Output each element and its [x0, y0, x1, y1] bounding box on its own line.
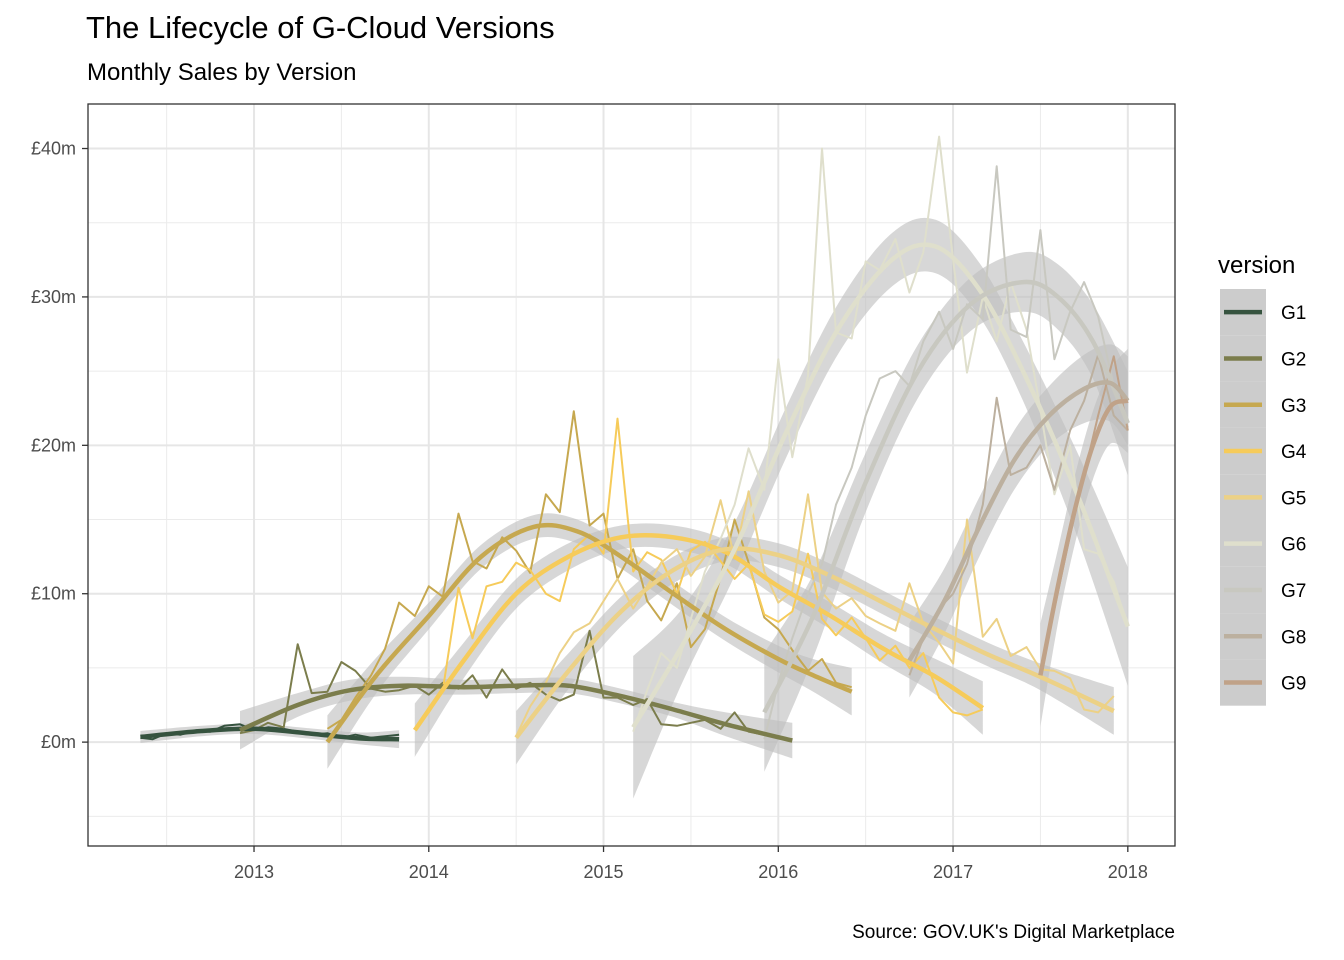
smooth-line-g2 [239, 682, 793, 743]
raw-line-g5 [515, 490, 1115, 737]
panel-border [87, 103, 1176, 847]
legend-label-g8: G8 [1281, 627, 1306, 648]
legend-label-g7: G7 [1281, 581, 1306, 602]
legend-label-g2: G2 [1281, 349, 1306, 370]
smooth-line-g1 [140, 726, 400, 742]
smooth-line-g8 [907, 380, 1130, 662]
legend-label-g9: G9 [1281, 674, 1306, 695]
confidence-band-g9 [1040, 348, 1128, 728]
x-tick-label: 2017 [933, 862, 973, 882]
chart-caption: Source: GOV.UK's Digital Marketplace [852, 922, 1175, 943]
x-tick-label: 2013 [234, 862, 274, 882]
smooth-line-g9 [1038, 398, 1129, 676]
legend: version G1 G2 G3 G4 G5 G6 G7 G8 G9 [1218, 252, 1307, 706]
legend-title: version [1218, 252, 1295, 279]
x-tick-label: 2014 [409, 862, 449, 882]
y-tick-label: £10m [31, 584, 76, 604]
chart-title: The Lifecycle of G-Cloud Versions [86, 10, 555, 45]
legend-label-g4: G4 [1281, 442, 1307, 463]
y-tick-label: £30m [31, 287, 76, 307]
confidence-band-g5 [516, 536, 1114, 765]
smooth-trend-lines [140, 242, 1130, 744]
y-tick-label: £20m [31, 435, 76, 455]
chart-subtitle: Monthly Sales by Version [87, 59, 357, 86]
legend-label-g1: G1 [1281, 303, 1306, 324]
raw-line-g3 [326, 410, 852, 730]
x-tick-label: 2016 [758, 862, 798, 882]
legend-label-g5: G5 [1281, 488, 1306, 509]
smooth-line-g3 [325, 522, 853, 744]
panel-border-rect [87, 103, 1176, 847]
axes: £0m £10m £20m £30m £40m 2013 2014 2015 2016 2017 2… [31, 139, 1148, 882]
smooth-line-g6 [631, 242, 1130, 729]
legend-label-g3: G3 [1281, 396, 1306, 417]
smooth-line-g7 [762, 279, 1130, 714]
smooth-line-g4 [412, 532, 985, 732]
confidence-band-g2 [240, 676, 793, 759]
x-tick-label: 2018 [1108, 862, 1148, 882]
raw-line-g2 [239, 629, 793, 741]
y-tick-label: £40m [31, 139, 76, 159]
confidence-band-g7 [764, 251, 1128, 772]
smooth-line-g5 [514, 546, 1115, 740]
legend-label-g6: G6 [1281, 535, 1306, 556]
x-tick-label: 2015 [584, 862, 624, 882]
y-tick-label: £0m [41, 732, 76, 752]
